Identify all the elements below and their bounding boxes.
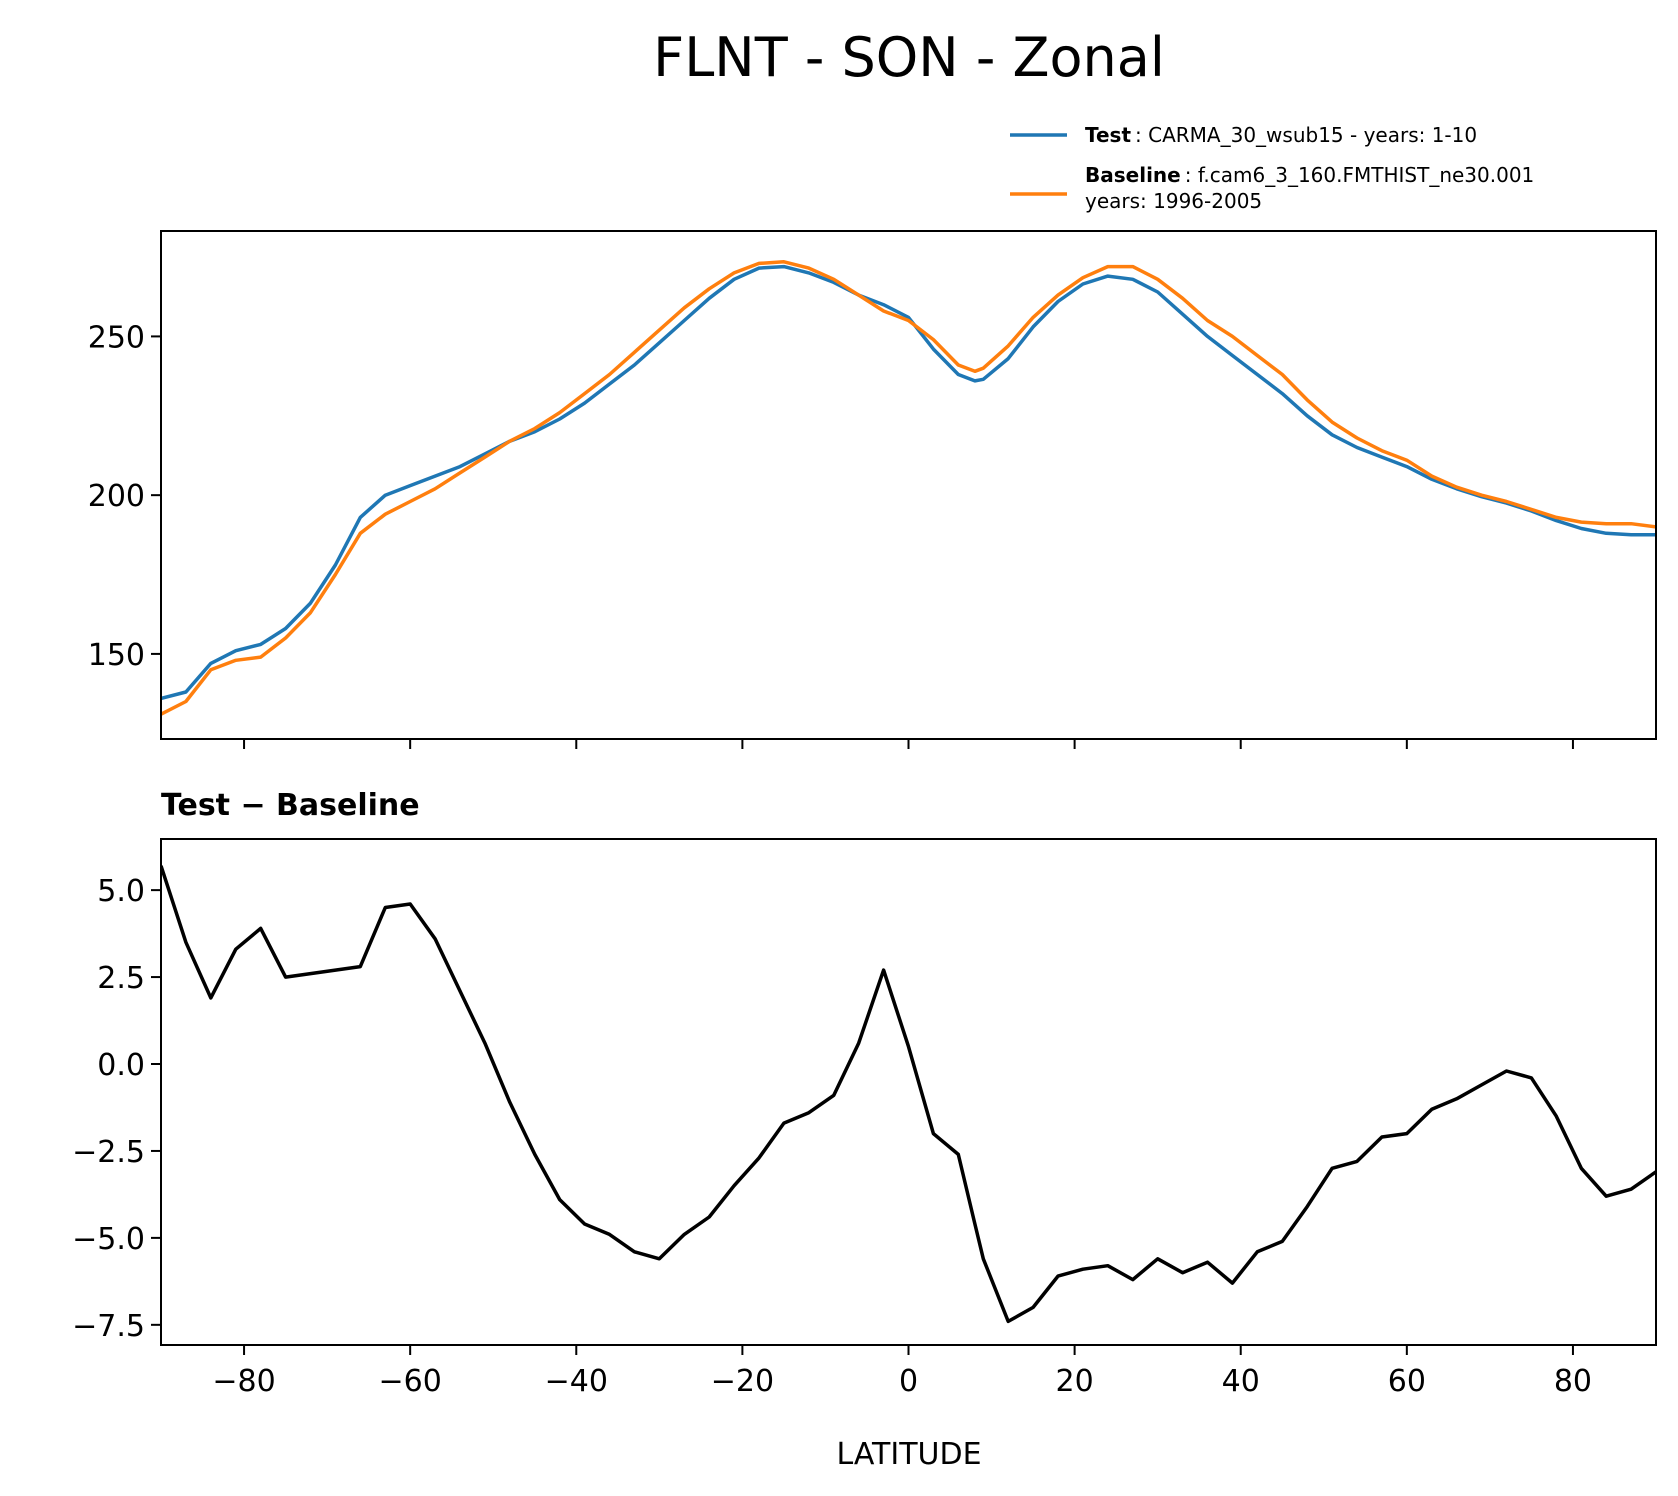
legend-name: Test — [1085, 123, 1131, 147]
y-tick-label: −7.5 — [72, 1309, 145, 1344]
subplot-title: Test − Baseline — [161, 788, 420, 823]
x-tick-label: −60 — [379, 1364, 442, 1399]
x-tick-label: −80 — [212, 1364, 275, 1399]
y-tick-label: −2.5 — [72, 1135, 145, 1170]
x-axis-label: LATITUDE — [836, 1437, 981, 1472]
y-tick-label: 0.0 — [97, 1048, 145, 1083]
x-tick-label: 20 — [1056, 1364, 1094, 1399]
x-tick-label: 80 — [1554, 1364, 1592, 1399]
legend-label: Baseline: f.cam6_3_160.FMTHIST_ne30.001 — [1085, 163, 1534, 187]
legend-description: : f.cam6_3_160.FMTHIST_ne30.001 — [1185, 163, 1535, 187]
x-tick-label: 60 — [1388, 1364, 1426, 1399]
data-line — [161, 260, 1656, 716]
data-line — [161, 264, 1656, 701]
x-tick-label: 0 — [899, 1364, 918, 1399]
y-tick-label: 2.5 — [97, 961, 145, 996]
x-tick-label: −40 — [545, 1364, 608, 1399]
legend-name: Baseline — [1085, 163, 1181, 187]
legend-description: : CARMA_30_wsub15 - years: 1-10 — [1135, 123, 1477, 147]
plot-frame — [160, 838, 1657, 1346]
y-tick-label: 250 — [88, 320, 145, 355]
plot-frame — [160, 230, 1657, 740]
y-tick-label: 5.0 — [97, 874, 145, 909]
legend-label: Test: CARMA_30_wsub15 - years: 1-10 — [1085, 123, 1477, 147]
y-tick-label: 200 — [88, 479, 145, 514]
chart-title: FLNT - SON - Zonal — [653, 26, 1165, 89]
x-tick-label: 40 — [1222, 1364, 1260, 1399]
y-tick-label: −5.0 — [72, 1222, 145, 1257]
data-line — [161, 865, 1656, 1324]
y-tick-label: 150 — [88, 638, 145, 673]
x-tick-label: −20 — [711, 1364, 774, 1399]
legend-description-line2: years: 1996-2005 — [1085, 189, 1262, 213]
